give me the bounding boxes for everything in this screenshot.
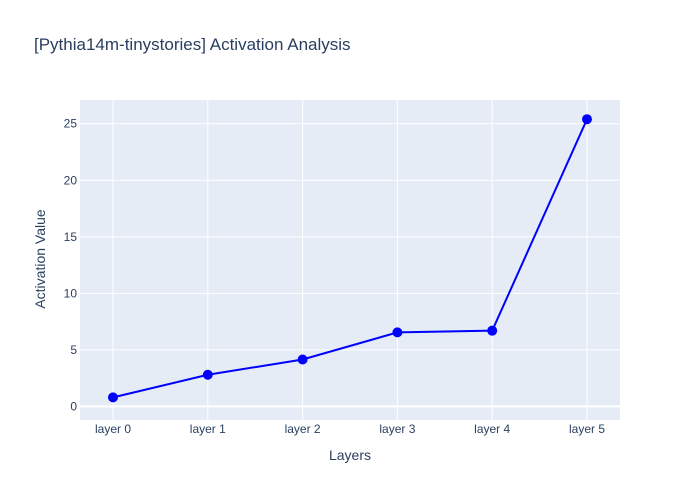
x-gridlines [112,100,588,420]
data-point [487,325,498,336]
x-tick-label: layer 2 [285,422,321,436]
y-tick-label: 20 [64,173,78,187]
y-tick-label: 0 [70,399,77,413]
y-tick-label: 10 [64,286,78,300]
data-point [202,369,213,380]
y-axis-label: Activation Value [32,209,48,309]
series-line [112,118,588,399]
data-point [582,114,592,125]
data-point [108,392,118,403]
y-tick-label: 5 [70,343,77,357]
y-tick-label: 15 [64,230,78,244]
data-point [392,327,403,338]
x-tick-label: layer 0 [95,422,131,436]
y-gridlines [80,123,620,408]
chart-title: [Pythia14m-tinystories] Activation Analy… [34,35,351,54]
x-tick-label: layer 5 [569,422,605,436]
plot-area [80,100,620,420]
y-tick-label: 25 [64,117,78,131]
series-group [108,114,592,403]
data-point [297,354,308,365]
x-tick-label: layer 4 [474,422,510,436]
x-tick-label: layer 1 [190,422,226,436]
x-tick-labels: layer 0 layer 1 layer 2 layer 3 layer 4 layer… [95,422,605,436]
x-tick-label: layer 3 [379,422,415,436]
y-tick-labels: 0 5 10 15 20 25 [64,117,78,414]
x-axis-label: Layers [329,447,371,463]
